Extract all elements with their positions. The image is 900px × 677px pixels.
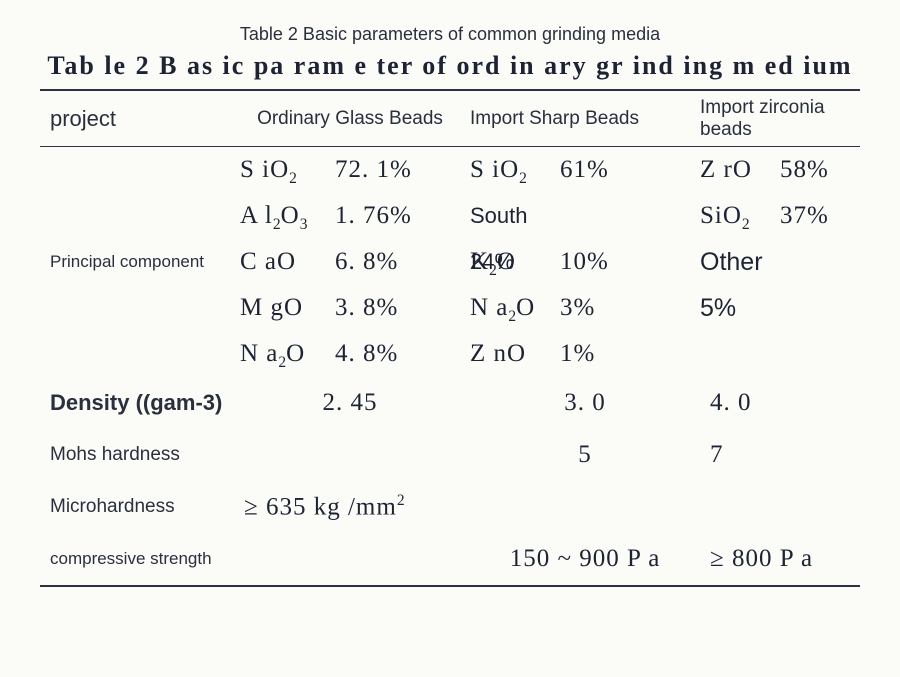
label-density: Density ((gam-3) <box>50 390 240 416</box>
row-density: Density ((gam-3) 2. 45 3. 0 4. 0 <box>40 377 860 429</box>
table-header-row: project Ordinary Glass Beads Import Shar… <box>40 91 860 146</box>
mohs-c2: 5 <box>460 441 700 469</box>
mohs-c3: 7 <box>700 441 860 469</box>
row-compressive: compressive strength 150 ~ 900 P a ≥ 800… <box>40 533 860 585</box>
page: Table 2 Basic parameters of common grind… <box>0 0 900 677</box>
principal-label: Principal component <box>50 147 240 377</box>
comp-c2: 150 ~ 900 P a <box>460 545 700 573</box>
component-line: Z rO58% <box>700 147 860 193</box>
component-line: A l2O31. 76% <box>240 193 460 239</box>
component-line: S iO261% <box>470 147 700 193</box>
component-formula: Other 5% <box>700 239 780 331</box>
component-formula: Z rO <box>700 147 780 193</box>
component-line: K2O10% <box>470 239 700 285</box>
density-c1: 2. 45 <box>240 389 460 417</box>
header-col3: Import zirconia beads <box>700 97 860 141</box>
principal-col2: S iO261%South 24%K2O10%N a2O3%Z nO1% <box>460 147 700 377</box>
density-c2: 3. 0 <box>460 389 700 417</box>
table-title: Tab le 2 B as ic pa ram e ter of ord in … <box>0 45 900 89</box>
component-value: 37% <box>780 193 829 239</box>
label-mohs: Mohs hardness <box>50 444 240 466</box>
component-value: 6. 8% <box>335 239 398 285</box>
component-formula: Z nO <box>470 331 560 377</box>
label-compressive: compressive strength <box>50 549 240 569</box>
header-col1: Ordinary Glass Beads <box>240 108 460 130</box>
component-value: 58% <box>780 147 829 193</box>
component-formula: C aO <box>240 239 335 285</box>
component-formula: M gO <box>240 285 335 331</box>
component-line: Other 5% <box>700 239 860 285</box>
principal-columns: S iO272. 1%A l2O31. 76%C aO6. 8%M gO3. 8… <box>240 147 860 377</box>
component-value: 10% <box>560 239 609 285</box>
component-value: 4. 8% <box>335 331 398 377</box>
component-line: Z nO1% <box>470 331 700 377</box>
component-line: M gO3. 8% <box>240 285 460 331</box>
component-value: 3% <box>560 285 595 331</box>
component-line: N a2O4. 8% <box>240 331 460 377</box>
component-line: SiO237% <box>700 193 860 239</box>
component-line: C aO6. 8% <box>240 239 460 285</box>
component-value: 72. 1% <box>335 147 412 193</box>
component-line: N a2O3% <box>470 285 700 331</box>
principal-col3: Z rO58%SiO237%Other 5% <box>700 147 860 377</box>
component-line: South 24% <box>470 193 700 239</box>
comp-c3: ≥ 800 P a <box>700 545 860 573</box>
principal-col1: S iO272. 1%A l2O31. 76%C aO6. 8%M gO3. 8… <box>240 147 460 377</box>
header-col2: Import Sharp Beads <box>460 108 700 130</box>
component-value: 61% <box>560 147 609 193</box>
principal-component-row: Principal component S iO272. 1%A l2O31. … <box>40 147 860 377</box>
label-microhardness: Microhardness <box>50 496 240 518</box>
component-formula: N a2O <box>240 331 335 386</box>
table-container: project Ordinary Glass Beads Import Shar… <box>40 89 860 587</box>
component-value: 1% <box>560 331 595 377</box>
row-mohs: Mohs hardness 5 7 <box>40 429 860 481</box>
density-c3: 4. 0 <box>700 389 860 417</box>
component-line: S iO272. 1% <box>240 147 460 193</box>
bottom-rule <box>40 585 860 587</box>
component-value: 3. 8% <box>335 285 398 331</box>
table-caption: Table 2 Basic parameters of common grind… <box>0 0 900 45</box>
micro-c1: ≥ 635 kg /mm2 <box>240 492 464 521</box>
component-value: 1. 76% <box>335 193 412 239</box>
header-project: project <box>50 106 240 132</box>
row-microhardness: Microhardness ≥ 635 kg /mm2 <box>40 481 860 533</box>
